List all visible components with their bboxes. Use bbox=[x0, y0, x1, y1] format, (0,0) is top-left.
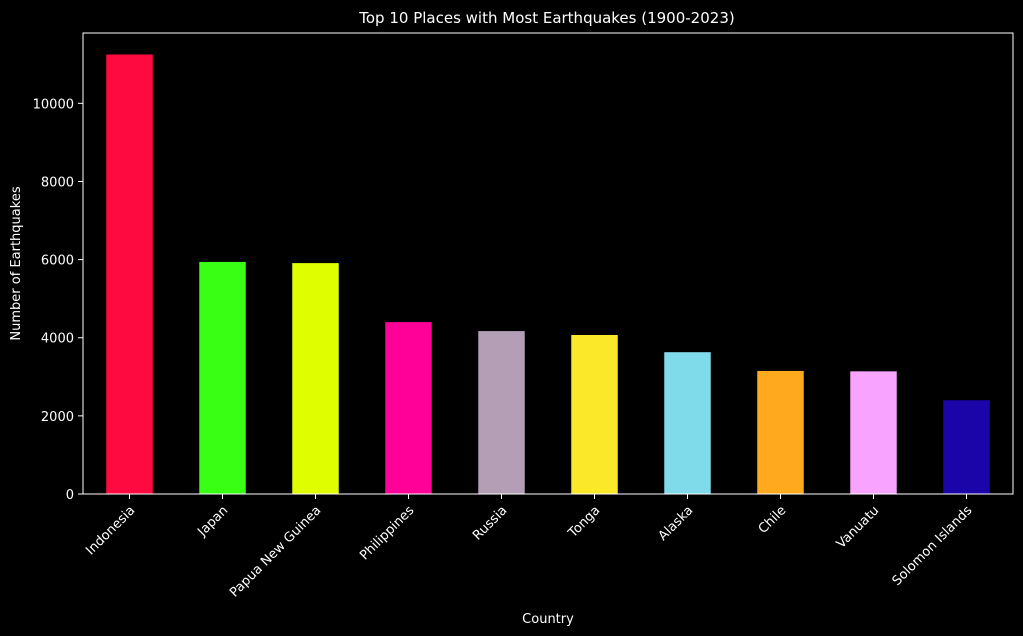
bar-alaska bbox=[664, 352, 711, 494]
x-tick-label: Indonesia bbox=[83, 503, 138, 558]
x-tick-label: Japan bbox=[194, 503, 231, 540]
x-tick-label: Solomon Islands bbox=[890, 503, 976, 589]
x-tick-label: Alaska bbox=[656, 503, 697, 544]
y-tick-label: 0 bbox=[66, 488, 74, 503]
bars-group bbox=[106, 54, 990, 494]
y-axis: 0 2000 4000 6000 8000 10000 bbox=[33, 97, 83, 503]
bar-japan bbox=[199, 261, 246, 494]
plot-frame bbox=[82, 32, 1014, 495]
chart-title: Top 10 Places with Most Earthquakes (190… bbox=[358, 9, 734, 27]
bar-solomon-islands bbox=[943, 400, 990, 494]
x-tick-label: Philippines bbox=[357, 503, 417, 563]
y-tick-label: 6000 bbox=[41, 254, 74, 269]
x-tick-label: Tonga bbox=[565, 503, 603, 541]
bar-chile bbox=[757, 370, 804, 494]
bar-tonga bbox=[571, 334, 618, 494]
x-tick-label: Chile bbox=[756, 503, 790, 537]
y-tick-label: 10000 bbox=[33, 97, 74, 112]
bar-philippines bbox=[385, 322, 432, 494]
y-tick-label: 2000 bbox=[41, 410, 74, 425]
x-tick-label: Papua New Guinea bbox=[227, 503, 324, 600]
bar-russia bbox=[478, 331, 525, 494]
y-tick-label: 8000 bbox=[41, 175, 74, 190]
x-tick-label: Russia bbox=[470, 503, 510, 543]
bar-indonesia bbox=[106, 54, 153, 494]
bar-vanuatu bbox=[850, 371, 897, 494]
y-tick-label: 4000 bbox=[41, 332, 74, 347]
y-axis-label: Number of Earthquakes bbox=[9, 186, 24, 340]
x-axis-label: Country bbox=[522, 612, 574, 627]
x-tick-label: Vanuatu bbox=[834, 503, 883, 552]
bar-papua-new-guinea bbox=[292, 263, 339, 494]
